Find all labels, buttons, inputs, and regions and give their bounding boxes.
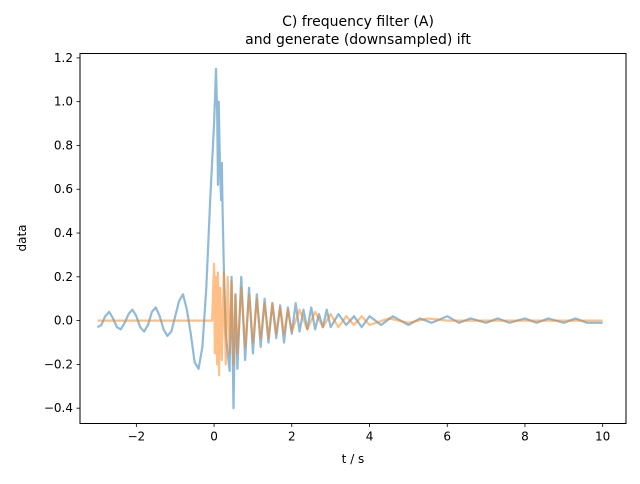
y-tick-label: −0.2 (44, 357, 73, 371)
y-tick-label: 0.2 (54, 270, 73, 284)
y-axis-label: data (15, 224, 29, 251)
y-tick-label: 1.2 (54, 51, 73, 65)
chart-title-line2: and generate (downsampled) ift (245, 32, 471, 48)
x-axis-ticks: −2 0 2 4 6 8 10 (127, 423, 610, 444)
series-line-1 (97, 262, 603, 377)
y-tick-label: −0.4 (44, 401, 73, 415)
series-layer (96, 67, 603, 410)
y-tick-label: 1.0 (54, 95, 73, 109)
plot-frame (79, 53, 627, 424)
x-tick-label: 10 (595, 430, 610, 444)
chart-title-line1: C) frequency filter (A) (282, 14, 434, 30)
y-tick-label: 0.0 (54, 314, 73, 328)
x-tick-label: 4 (366, 430, 374, 444)
x-tick-label: 8 (521, 430, 529, 444)
y-axis-ticks: −0.4 −0.2 0.0 0.2 0.4 0.6 0.8 1.0 1.2 (44, 51, 80, 415)
x-tick-label: 0 (210, 430, 218, 444)
y-tick-label: 0.6 (54, 182, 73, 196)
x-axis-label: t / s (342, 452, 365, 466)
y-tick-label: 0.8 (54, 138, 73, 152)
x-tick-label: 2 (288, 430, 296, 444)
x-tick-label: −2 (127, 430, 145, 444)
x-tick-label: 6 (443, 430, 451, 444)
y-tick-label: 0.4 (54, 226, 73, 240)
